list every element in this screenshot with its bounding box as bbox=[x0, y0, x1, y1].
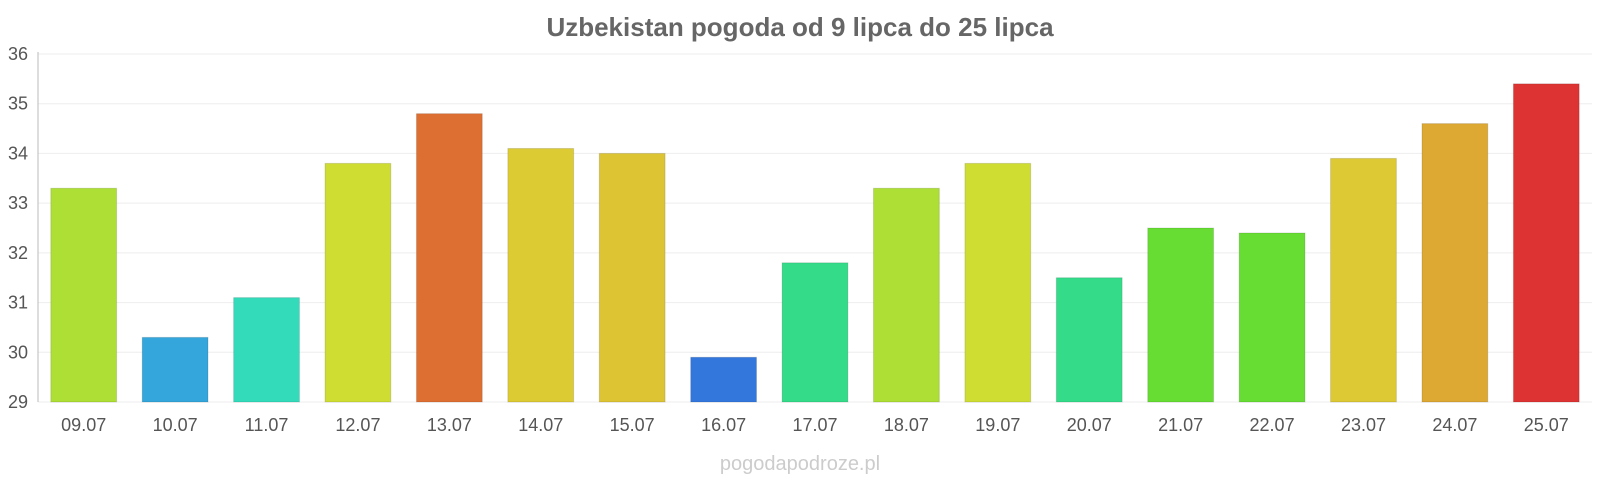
bar-12.07 bbox=[324, 162, 392, 403]
bar-24.07 bbox=[1421, 123, 1489, 403]
bar-13.07 bbox=[415, 113, 483, 403]
bar-22.07 bbox=[1238, 232, 1306, 403]
y-tick-label: 32 bbox=[8, 243, 28, 263]
x-tick-label: 10.07 bbox=[153, 415, 198, 435]
bar-17.07 bbox=[781, 262, 849, 403]
y-tick-label: 33 bbox=[8, 193, 28, 213]
x-tick-label: 12.07 bbox=[335, 415, 380, 435]
y-tick-label: 35 bbox=[8, 94, 28, 114]
bar-25.07 bbox=[1512, 83, 1580, 403]
x-axis-ticks: 09.07 10.07 11.07 12.07 13.07 14.07 15.07 16.07… bbox=[61, 415, 1569, 435]
chart-title: Uzbekistan pogoda od 9 lipca do 25 lipca bbox=[546, 12, 1054, 42]
x-tick-label: 25.07 bbox=[1524, 415, 1569, 435]
bar-18.07 bbox=[873, 187, 940, 403]
x-tick-label: 15.07 bbox=[610, 415, 655, 435]
bar-09.07 bbox=[50, 187, 118, 403]
x-tick-label: 11.07 bbox=[245, 415, 289, 435]
bar-10.07 bbox=[141, 336, 209, 403]
x-tick-label: 23.07 bbox=[1341, 415, 1386, 435]
x-tick-label: 22.07 bbox=[1250, 415, 1295, 435]
x-tick-label: 24.07 bbox=[1432, 415, 1477, 435]
x-tick-label: 20.07 bbox=[1067, 415, 1112, 435]
y-tick-label: 29 bbox=[8, 392, 28, 412]
bar-20.07 bbox=[1055, 277, 1123, 403]
y-axis-ticks: 29 30 31 32 33 34 35 36 bbox=[8, 44, 28, 412]
x-tick-label: 17.07 bbox=[792, 415, 837, 435]
bar-11.07 bbox=[233, 297, 300, 403]
watermark-text: pogodapodroze.pl bbox=[720, 453, 880, 475]
y-tick-label: 30 bbox=[8, 342, 28, 362]
x-tick-label: 13.07 bbox=[427, 415, 472, 435]
x-tick-label: 18.07 bbox=[884, 415, 929, 435]
y-tick-label: 34 bbox=[8, 143, 28, 163]
x-tick-label: 19.07 bbox=[975, 415, 1020, 435]
x-tick-label: 16.07 bbox=[701, 415, 746, 435]
bars bbox=[50, 83, 1580, 403]
x-tick-label: 09.07 bbox=[61, 415, 106, 435]
bar-23.07 bbox=[1330, 157, 1397, 403]
bar-19.07 bbox=[964, 162, 1032, 403]
x-tick-label: 14.07 bbox=[518, 415, 563, 435]
y-tick-label: 31 bbox=[8, 293, 28, 313]
y-tick-label: 36 bbox=[8, 44, 28, 64]
x-tick-label: 21.07 bbox=[1158, 415, 1203, 435]
bar-14.07 bbox=[507, 147, 575, 403]
bar-16.07 bbox=[690, 356, 757, 403]
bar-21.07 bbox=[1147, 227, 1215, 403]
bar-15.07 bbox=[598, 152, 666, 403]
